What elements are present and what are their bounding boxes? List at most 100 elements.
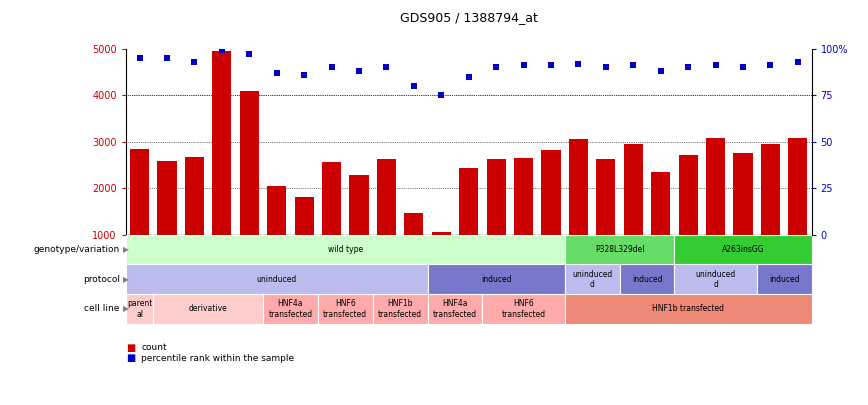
Point	[764, 62, 778, 68]
Point	[242, 51, 256, 58]
Bar	[294, 197, 313, 235]
Bar	[679, 155, 698, 235]
Point	[270, 70, 284, 76]
Point	[544, 62, 558, 68]
Bar	[620, 264, 674, 294]
Text: GSM27152: GSM27152	[299, 235, 309, 276]
Bar	[322, 162, 341, 235]
Bar	[483, 294, 565, 324]
Text: GSM27167: GSM27167	[684, 235, 693, 276]
Text: GSM27151: GSM27151	[437, 235, 446, 276]
Text: P328L329del: P328L329del	[595, 245, 644, 254]
Point	[352, 68, 366, 74]
Text: GSM27170: GSM27170	[766, 235, 775, 276]
Point	[654, 68, 667, 74]
Text: GSM27063: GSM27063	[382, 235, 391, 276]
Bar	[788, 138, 807, 235]
Text: percentile rank within the sample: percentile rank within the sample	[141, 354, 294, 362]
Text: GSM27160: GSM27160	[519, 235, 528, 276]
Bar	[157, 161, 176, 235]
Point	[516, 62, 530, 68]
Bar	[263, 294, 318, 324]
Text: parent
al: parent al	[127, 299, 152, 318]
Text: A263insGG: A263insGG	[721, 245, 765, 254]
Bar	[651, 172, 670, 235]
Bar	[267, 186, 286, 235]
Bar	[154, 294, 263, 324]
Point	[627, 62, 641, 68]
Point	[571, 60, 585, 67]
Text: cell line: cell line	[84, 304, 120, 313]
Bar	[126, 235, 565, 264]
Text: GSM27207: GSM27207	[245, 235, 253, 276]
Text: HNF4a
transfected: HNF4a transfected	[268, 299, 312, 318]
Text: uninduced
d: uninduced d	[695, 270, 736, 289]
Text: induced: induced	[632, 275, 662, 284]
Text: GSM27163: GSM27163	[656, 235, 665, 276]
Text: GSM27172: GSM27172	[793, 235, 802, 276]
Bar	[624, 144, 643, 235]
Bar	[428, 294, 483, 324]
Text: GSM27165: GSM27165	[628, 235, 638, 276]
Point	[462, 73, 476, 80]
Bar	[130, 149, 149, 235]
Bar	[514, 158, 533, 235]
Point	[187, 58, 201, 65]
Text: HNF6
transfected: HNF6 transfected	[502, 299, 546, 318]
Point	[490, 64, 503, 70]
Text: GDS905 / 1388794_at: GDS905 / 1388794_at	[400, 11, 537, 24]
Point	[215, 47, 229, 54]
Bar	[377, 160, 396, 235]
Text: GSM27161: GSM27161	[602, 235, 610, 276]
Point	[599, 64, 613, 70]
Text: uninduced
d: uninduced d	[572, 270, 612, 289]
Text: ■: ■	[126, 353, 135, 363]
Text: protocol: protocol	[82, 275, 120, 284]
Text: HNF1b transfected: HNF1b transfected	[652, 304, 724, 313]
Text: induced: induced	[769, 275, 799, 284]
Point	[160, 55, 174, 61]
Point	[133, 55, 147, 61]
Text: GSM27153: GSM27153	[464, 235, 473, 276]
Point	[708, 62, 722, 68]
Bar	[126, 264, 428, 294]
Point	[681, 64, 695, 70]
Text: GSM27150: GSM27150	[273, 235, 281, 276]
Text: ▶: ▶	[123, 304, 129, 313]
Text: GSM27205: GSM27205	[190, 235, 199, 276]
Text: ■: ■	[126, 343, 135, 353]
Text: HNF4a
transfected: HNF4a transfected	[433, 299, 477, 318]
Bar	[565, 264, 620, 294]
Point	[407, 83, 421, 89]
Bar	[596, 158, 615, 235]
Bar	[213, 51, 232, 235]
Bar	[350, 175, 369, 235]
Text: GSM27148: GSM27148	[410, 235, 418, 276]
Bar	[706, 138, 725, 235]
Text: wild type: wild type	[328, 245, 363, 254]
Text: HNF6
transfected: HNF6 transfected	[323, 299, 367, 318]
Text: ▶: ▶	[123, 245, 129, 254]
Bar	[404, 213, 424, 235]
Bar	[674, 264, 757, 294]
Text: genotype/variation: genotype/variation	[34, 245, 120, 254]
Bar	[428, 264, 565, 294]
Text: GSM27157: GSM27157	[491, 235, 501, 276]
Text: GSM27203: GSM27203	[135, 235, 144, 276]
Text: GSM27147: GSM27147	[547, 235, 556, 276]
Bar	[431, 232, 450, 235]
Point	[434, 92, 448, 98]
Text: GSM27169: GSM27169	[711, 235, 720, 276]
Text: count: count	[141, 343, 168, 352]
Point	[297, 71, 311, 78]
Bar	[761, 144, 780, 235]
Text: GSM27171: GSM27171	[739, 235, 747, 276]
Bar	[569, 139, 588, 235]
Point	[791, 58, 805, 65]
Bar	[372, 294, 428, 324]
Bar	[565, 294, 812, 324]
Bar	[459, 168, 478, 235]
Text: ▶: ▶	[123, 275, 129, 284]
Text: HNF1b
transfected: HNF1b transfected	[378, 299, 422, 318]
Bar	[565, 235, 674, 264]
